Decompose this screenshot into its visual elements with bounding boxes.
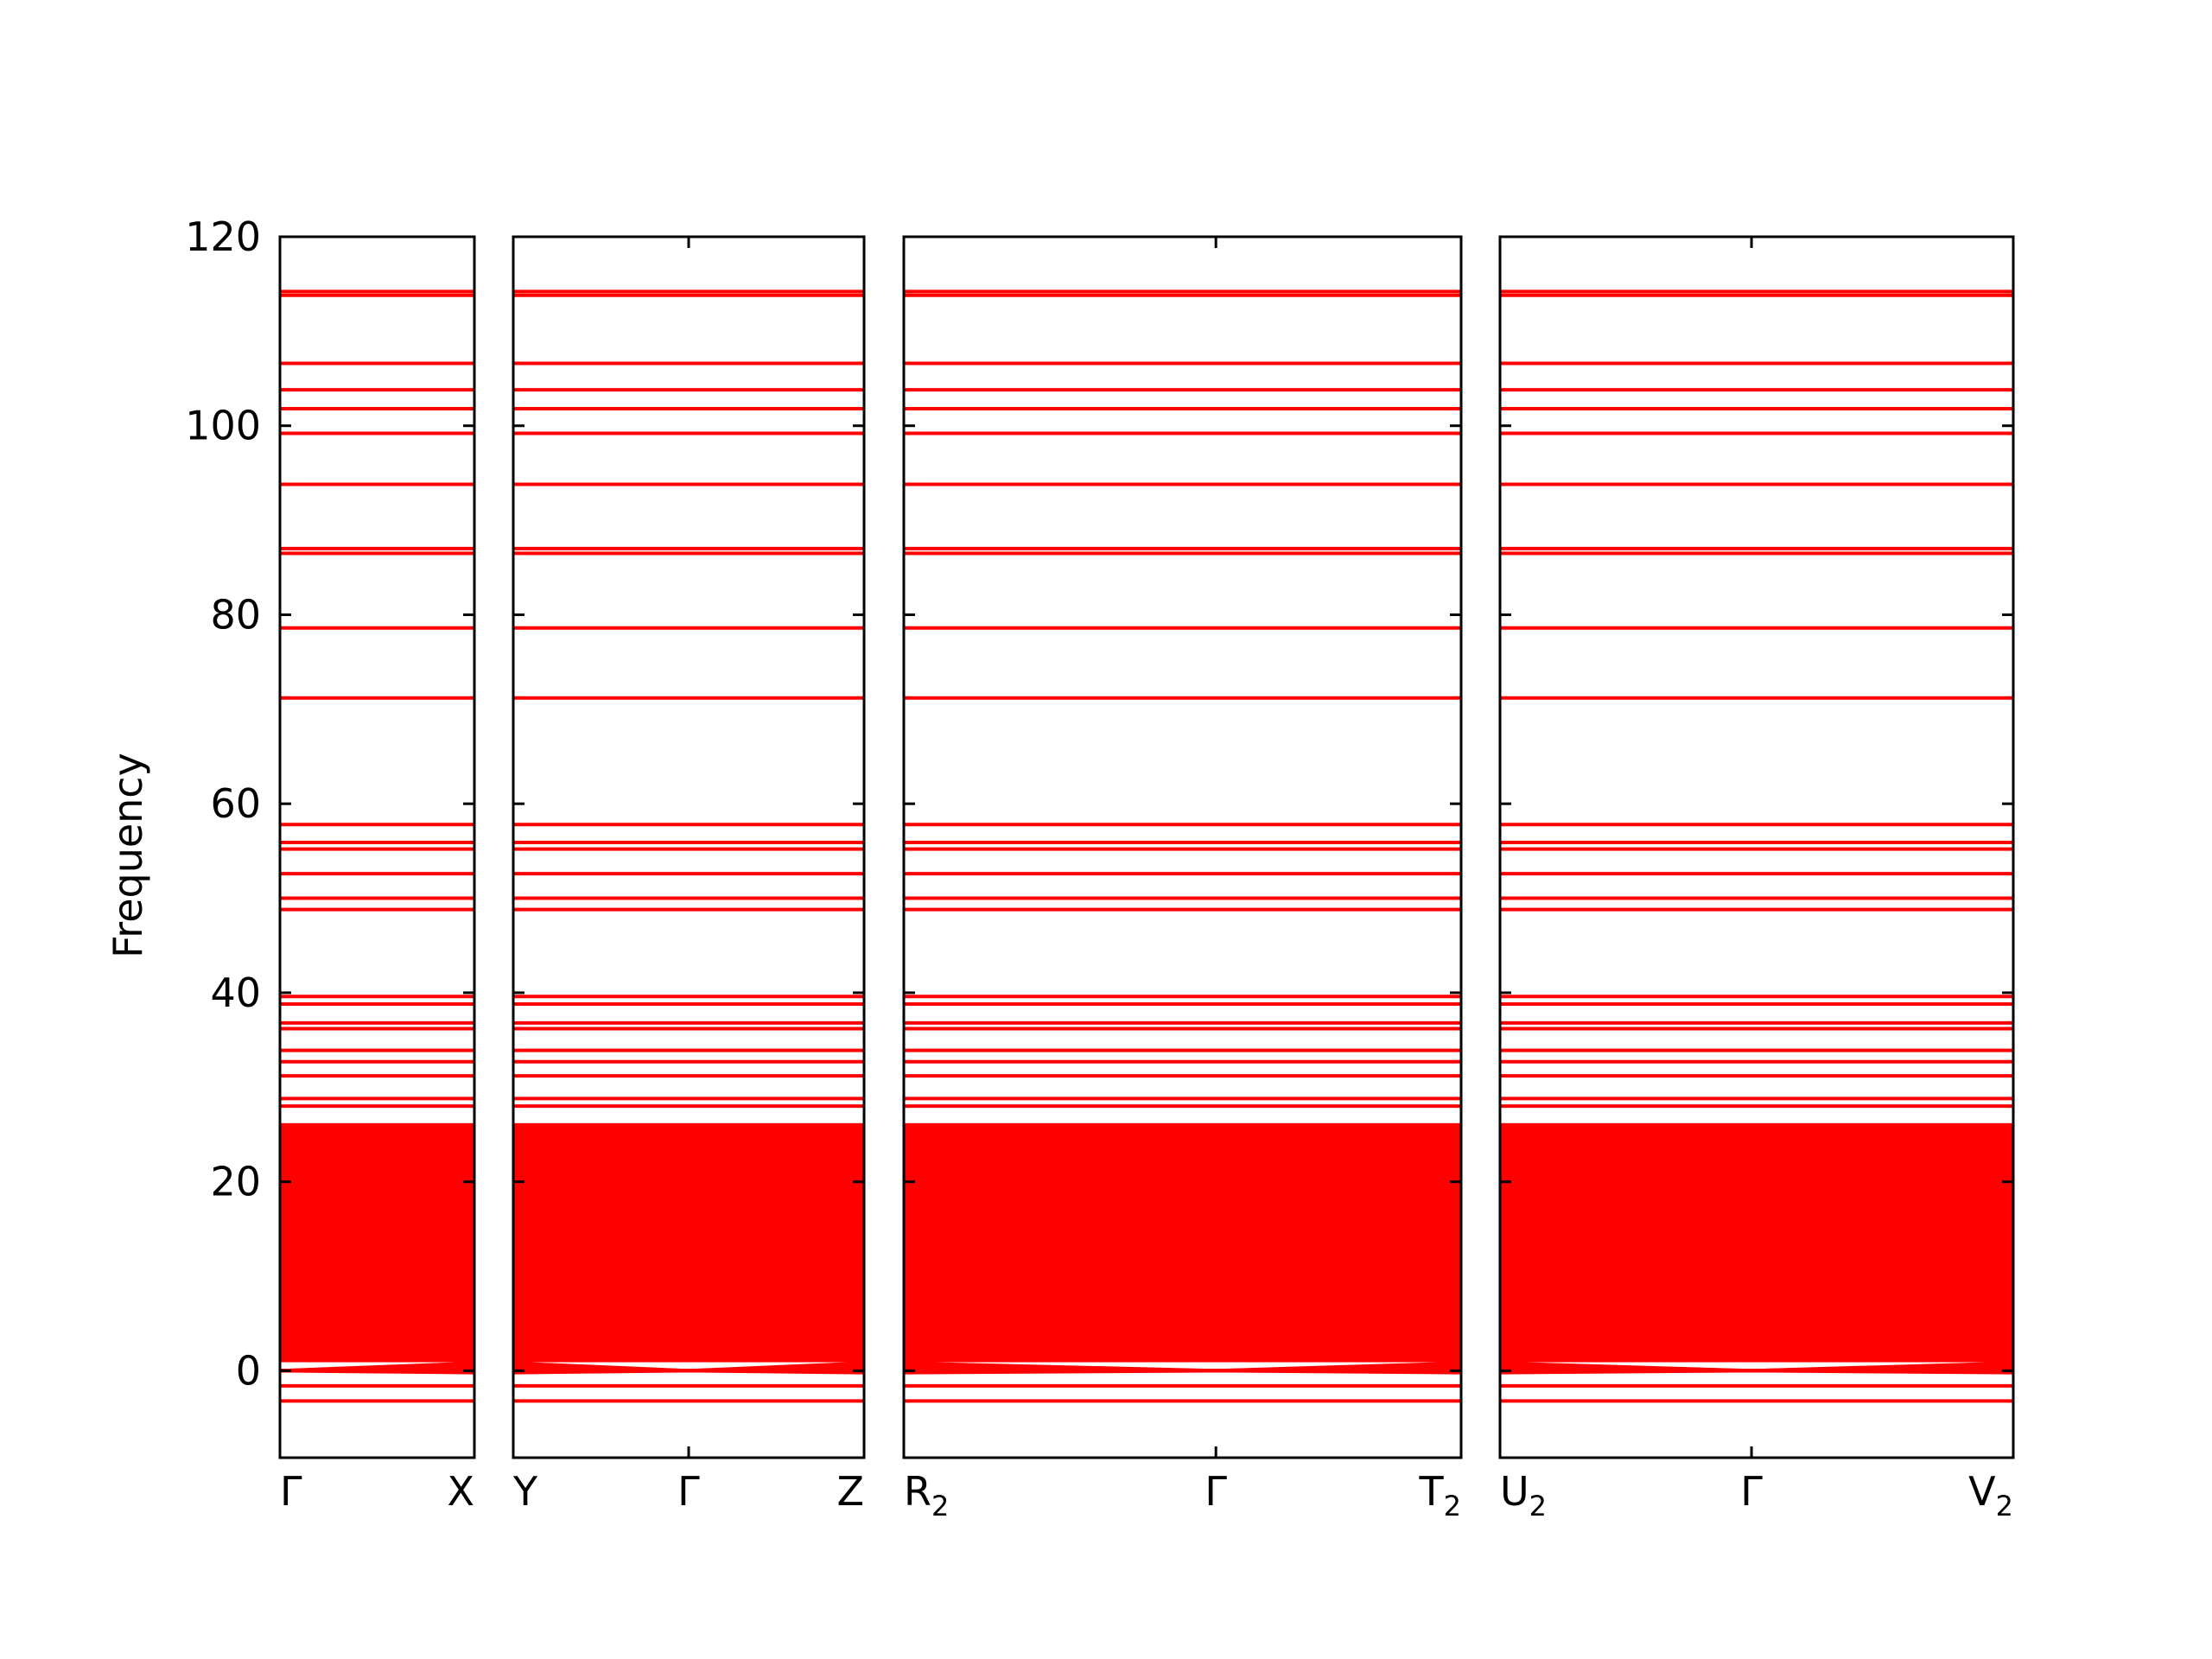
- x-tick-label: U2: [1500, 1468, 1547, 1522]
- low-band-line: [1500, 1361, 2013, 1373]
- x-tick-label: V2: [1968, 1468, 2013, 1522]
- x-tick-label-text: R: [904, 1468, 931, 1515]
- y-tick-label: 100: [185, 403, 261, 449]
- x-tick-label-text: Γ: [1205, 1468, 1227, 1515]
- x-tick-label: Z: [836, 1468, 864, 1515]
- dense-band-region: [513, 1122, 864, 1363]
- dense-band-region: [280, 1122, 474, 1363]
- y-tick-label: 40: [210, 969, 261, 1016]
- x-tick-label-text: Y: [512, 1468, 538, 1515]
- x-tick-label-subscript: 2: [931, 1490, 949, 1522]
- band-lines: [513, 289, 864, 1403]
- low-band-line: [513, 1361, 864, 1373]
- x-tick-label: Γ: [1205, 1468, 1227, 1515]
- band-lines: [904, 289, 1461, 1403]
- band-lines: [1500, 289, 2013, 1403]
- y-tick-label: 80: [210, 591, 261, 638]
- chart-panels: Γ X Y Γ Z R2 Γ T2 U2 Γ V2: [278, 235, 2015, 1522]
- low-band-line: [280, 1361, 474, 1373]
- y-tick-label: 20: [210, 1159, 261, 1205]
- x-tick-label-subscript: 2: [1996, 1490, 2013, 1522]
- panel-u2-gamma-v2: U2 Γ V2: [1498, 235, 2015, 1522]
- dense-band-region: [904, 1122, 1461, 1363]
- x-tick-label: R2: [904, 1468, 949, 1522]
- x-tick-label: T2: [1419, 1468, 1461, 1522]
- panel-r2-gamma-t2: R2 Γ T2: [902, 235, 1463, 1522]
- panel-frame: [902, 235, 1463, 1459]
- x-tick-label: X: [447, 1468, 474, 1515]
- y-axis-label: Frequency: [105, 753, 151, 958]
- x-tick-label: Y: [512, 1468, 538, 1515]
- y-tick-label: 60: [210, 780, 261, 827]
- x-tick-label: Γ: [280, 1468, 302, 1515]
- x-tick-label-subscript: 2: [1529, 1490, 1547, 1522]
- x-tick-label-text: U: [1500, 1468, 1529, 1515]
- x-tick-label-text: X: [447, 1468, 474, 1515]
- x-tick-label: Γ: [1740, 1468, 1763, 1515]
- x-tick-label-text: T: [1419, 1468, 1445, 1515]
- low-band-line: [904, 1361, 1461, 1373]
- x-tick-label-text: Γ: [677, 1468, 700, 1515]
- y-axis: 0 20 40 60 80 100 120: [185, 213, 261, 1394]
- y-tick-label: 0: [236, 1347, 261, 1394]
- panel-frame: [278, 235, 476, 1459]
- x-tick-label-subscript: 2: [1444, 1490, 1461, 1522]
- y-tick-label: 120: [185, 213, 261, 260]
- band-lines: [280, 289, 474, 1403]
- x-tick-label-text: Z: [836, 1468, 864, 1515]
- x-tick-label-text: V: [1968, 1468, 1996, 1515]
- panel-frame: [1498, 235, 2015, 1459]
- x-tick-label-text: Γ: [280, 1468, 302, 1515]
- x-tick-label: Γ: [677, 1468, 700, 1515]
- dense-band-region: [1500, 1122, 2013, 1363]
- x-tick-label-text: Γ: [1740, 1468, 1763, 1515]
